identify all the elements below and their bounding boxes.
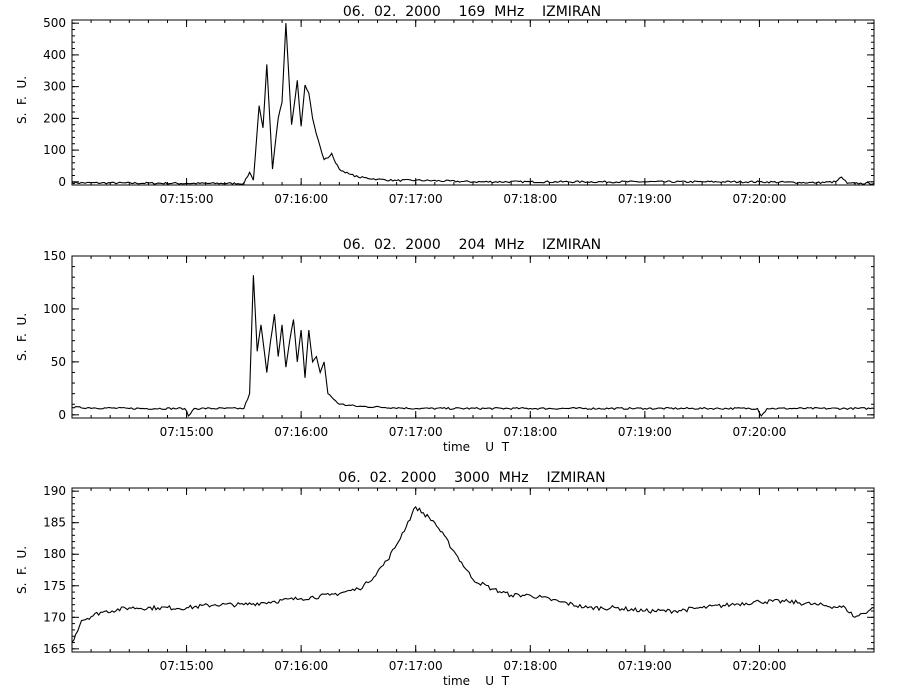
axis-ticks <box>71 20 875 185</box>
y-tick-label: 500 <box>43 16 66 30</box>
x-tick-label: 07:15:00 <box>160 192 214 206</box>
y-tick-label: 190 <box>43 484 66 498</box>
x-axis-label: time U T <box>443 674 510 688</box>
x-tick-label: 07:16:00 <box>274 659 328 673</box>
x-tick-labels: 07:15:00 07:16:00 07:17:00 07:18:00 07:19:00… <box>160 659 787 673</box>
x-tick-label: 07:20:00 <box>732 192 786 206</box>
axis-ticks <box>71 488 875 652</box>
x-tick-labels: 07:15:00 07:16:00 07:17:00 07:18:00 07:19:00… <box>160 425 787 439</box>
chart-title: 06. 02. 2000 169 MHz IZMIRAN <box>343 4 601 20</box>
y-tick-label: 175 <box>43 579 66 593</box>
x-tick-label: 07:16:00 <box>274 192 328 206</box>
x-tick-label: 07:18:00 <box>503 425 557 439</box>
panel-169mhz: 06. 02. 2000 169 MHz IZMIRAN S. F. U. 0 1… <box>15 4 875 206</box>
y-axis-label: S. F. U. <box>15 313 29 361</box>
x-tick-label: 07:17:00 <box>389 425 443 439</box>
y-tick-label: 200 <box>43 111 66 125</box>
y-tick-label: 0 <box>58 408 66 422</box>
x-tick-label: 07:19:00 <box>618 192 672 206</box>
x-tick-label: 07:19:00 <box>618 659 672 673</box>
x-tick-label: 07:20:00 <box>732 659 786 673</box>
plot-frame <box>71 487 875 653</box>
x-tick-label: 07:20:00 <box>732 425 786 439</box>
y-tick-label: 170 <box>43 610 66 624</box>
plot-frame <box>71 255 875 419</box>
y-axis-label: S. F. U. <box>15 76 29 124</box>
y-tick-label: 180 <box>43 547 66 561</box>
y-tick-labels: 0 50 100 150 <box>43 249 66 422</box>
x-tick-label: 07:18:00 <box>503 192 557 206</box>
x-axis-label: time U T <box>443 440 510 454</box>
x-tick-label: 07:15:00 <box>160 425 214 439</box>
y-tick-label: 100 <box>43 302 66 316</box>
x-tick-label: 07:17:00 <box>389 192 443 206</box>
x-tick-label: 07:19:00 <box>618 425 672 439</box>
x-tick-label: 07:17:00 <box>389 659 443 673</box>
panel-204mhz: 06. 02. 2000 204 MHz IZMIRAN S. F. U. ti… <box>15 237 875 454</box>
y-tick-labels: 0 100 200 300 400 500 <box>43 16 66 189</box>
flux-trace-204mhz <box>71 275 875 417</box>
panel-3000mhz: 06. 02. 2000 3000 MHz IZMIRAN S. F. U. t… <box>15 470 875 688</box>
y-tick-label: 165 <box>43 642 66 656</box>
x-tick-label: 07:16:00 <box>274 425 328 439</box>
y-tick-label: 150 <box>43 249 66 263</box>
y-axis-label: S. F. U. <box>15 546 29 594</box>
y-tick-label: 50 <box>51 355 66 369</box>
chart-title: 06. 02. 2000 204 MHz IZMIRAN <box>343 237 601 253</box>
x-tick-label: 07:15:00 <box>160 659 214 673</box>
y-tick-label: 185 <box>43 516 66 530</box>
y-tick-label: 100 <box>43 143 66 157</box>
flux-trace-3000mhz <box>71 505 875 643</box>
y-tick-label: 0 <box>58 175 66 189</box>
x-tick-labels: 07:15:00 07:16:00 07:17:00 07:18:00 07:19:00… <box>160 192 787 206</box>
chart-title: 06. 02. 2000 3000 MHz IZMIRAN <box>338 470 605 486</box>
flux-trace-169mhz <box>71 23 875 185</box>
y-tick-label: 300 <box>43 80 66 94</box>
axis-ticks <box>71 255 875 418</box>
x-tick-label: 07:18:00 <box>503 659 557 673</box>
plot-frame <box>71 19 875 186</box>
y-tick-label: 400 <box>43 48 66 62</box>
y-tick-labels: 165 170 175 180 185 190 <box>43 484 66 656</box>
